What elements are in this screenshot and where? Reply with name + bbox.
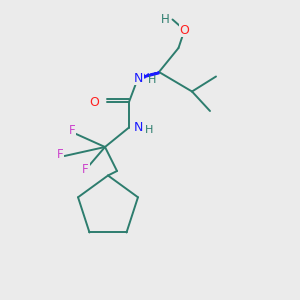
Text: F: F — [57, 148, 63, 161]
Text: H: H — [145, 124, 153, 135]
Text: F: F — [69, 124, 75, 137]
Text: N: N — [134, 121, 143, 134]
Text: H: H — [148, 75, 156, 85]
Text: H: H — [160, 13, 169, 26]
Text: N: N — [133, 71, 143, 85]
Text: O: O — [89, 95, 99, 109]
Text: O: O — [180, 23, 189, 37]
Text: F: F — [82, 163, 89, 176]
